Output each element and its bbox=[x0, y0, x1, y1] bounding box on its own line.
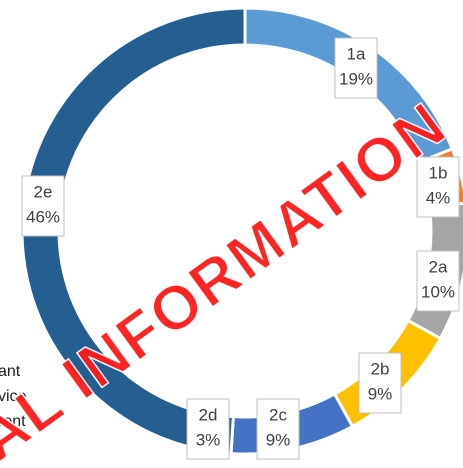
donut-segment bbox=[20, 6, 247, 449]
data-label-value: 3% bbox=[196, 430, 221, 449]
data-label-category: 2d bbox=[199, 405, 218, 424]
data-label-box bbox=[416, 250, 460, 312]
data-label-category: 1b bbox=[429, 163, 448, 182]
data-label-value: 10% bbox=[421, 282, 455, 301]
legend-fragment: rent bbox=[0, 413, 26, 430]
data-label-box bbox=[416, 156, 460, 218]
data-label-box bbox=[358, 352, 402, 414]
data-label-category: 2a bbox=[429, 257, 448, 276]
legend-fragment: vice bbox=[0, 388, 27, 405]
data-label-value: 4% bbox=[426, 188, 451, 207]
data-label-box bbox=[334, 37, 378, 99]
data-label-value: 19% bbox=[339, 69, 373, 88]
data-label-box bbox=[186, 398, 230, 460]
data-label-category: 2c bbox=[269, 405, 287, 424]
data-label-category: 2e bbox=[34, 182, 53, 201]
legend-fragment: ant bbox=[0, 363, 21, 380]
data-label-box bbox=[256, 398, 300, 460]
data-label-value: 46% bbox=[26, 207, 60, 226]
data-label-value: 9% bbox=[266, 430, 291, 449]
data-label-category: 2b bbox=[371, 359, 390, 378]
data-label-box bbox=[21, 175, 65, 237]
data-label-value: 9% bbox=[368, 384, 393, 403]
data-label-category: 1a bbox=[347, 44, 366, 63]
legend-fragments: ant vice rent bbox=[0, 363, 27, 430]
data-labels: 1a 19% 1b 4% 2a 10% 2b 9% 2c 9% 2d 3% 2e 46% bbox=[21, 37, 460, 460]
